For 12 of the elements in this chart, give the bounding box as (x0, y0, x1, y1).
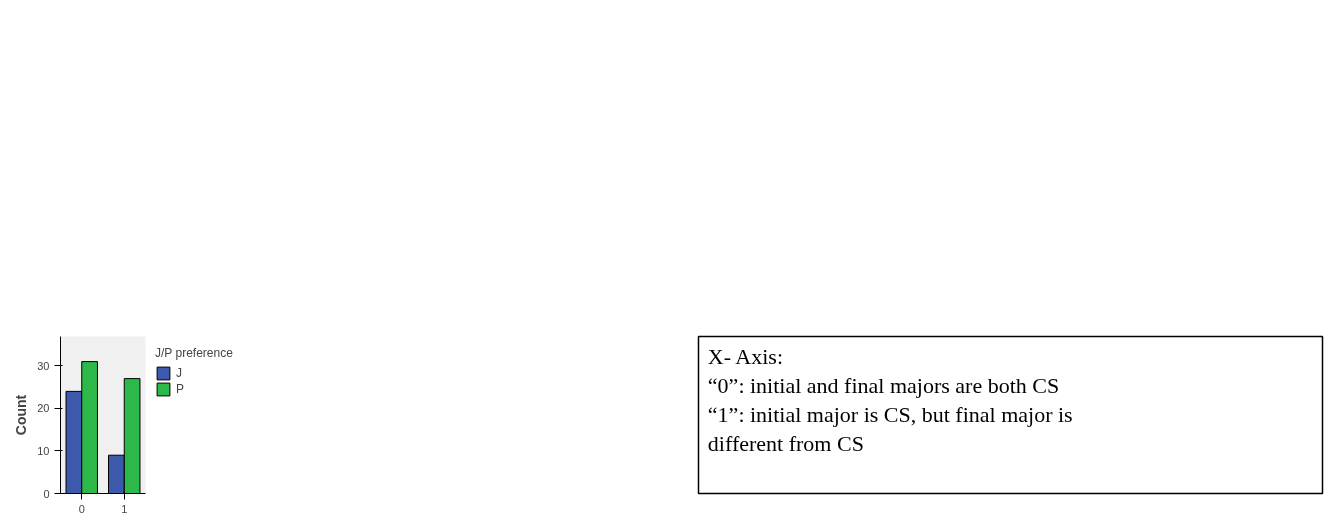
legend-title: J/P preference (155, 346, 233, 360)
text: “1”: initial major is CS, but final major is different from CS (707, 401, 1073, 456)
legend-label: P (176, 382, 185, 396)
legend-label: J (176, 366, 183, 380)
y-tick-label: 10 (37, 444, 50, 457)
y-tick-label: 0 (43, 487, 50, 500)
y-tick-label: 30 (37, 359, 50, 372)
y-axis-title: Count (13, 394, 30, 436)
x-tick-label: 1 (121, 502, 128, 515)
text: X- Axis: (707, 344, 784, 370)
y-tick-label: 20 (37, 402, 50, 415)
text: “0”: initial and final majors are both CS (707, 373, 1060, 399)
